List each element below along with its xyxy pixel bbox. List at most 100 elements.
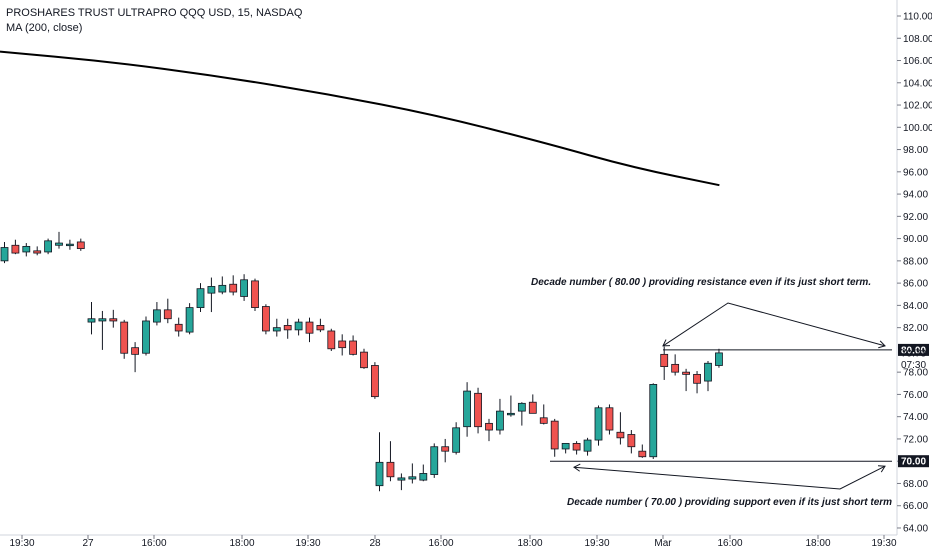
candle[interactable] xyxy=(638,444,647,458)
candle[interactable] xyxy=(452,422,461,455)
candle[interactable] xyxy=(539,404,548,425)
candle[interactable] xyxy=(163,298,172,324)
indicator-title: MA (200, close) xyxy=(6,22,83,34)
price-tick-label: 78.00 xyxy=(903,368,928,379)
candle[interactable] xyxy=(517,402,526,426)
candle[interactable] xyxy=(66,239,74,250)
candle[interactable] xyxy=(22,243,31,257)
candle-body-up xyxy=(294,321,303,331)
candle[interactable] xyxy=(375,432,384,492)
price-tick-label: 72.00 xyxy=(903,434,928,445)
resistance-annotation[interactable]: Decade number ( 80.00 ) providing resist… xyxy=(531,277,871,288)
candle[interactable] xyxy=(338,334,347,356)
candle-body-down xyxy=(120,321,129,354)
price-tick-label: 92.00 xyxy=(903,212,928,223)
candle[interactable] xyxy=(87,302,96,335)
candle[interactable] xyxy=(0,241,9,264)
arrow-head xyxy=(878,340,886,349)
candle[interactable] xyxy=(272,318,281,337)
time-axis[interactable]: 19:30 27 16:00 18:00 19:30 28 16:00 18:00 19:30 M… xyxy=(0,534,897,549)
upper-level-tag-label: 80.00 xyxy=(901,345,926,356)
candle[interactable] xyxy=(649,383,658,459)
annotation-arrows[interactable] xyxy=(573,302,886,490)
candle[interactable] xyxy=(327,328,336,352)
support-annotation[interactable]: Decade number ( 70.00 ) providing suppor… xyxy=(567,497,892,508)
price-tick-label: 74.00 xyxy=(903,412,928,423)
candle[interactable] xyxy=(44,238,52,255)
candle-body-down xyxy=(360,351,368,369)
candle[interactable] xyxy=(207,277,216,313)
candle[interactable] xyxy=(605,404,614,435)
candle[interactable] xyxy=(660,346,669,380)
candle[interactable] xyxy=(627,430,636,454)
candle[interactable] xyxy=(33,246,42,256)
candle[interactable] xyxy=(349,335,358,356)
candle[interactable] xyxy=(682,368,690,392)
candle[interactable] xyxy=(408,463,417,484)
candle[interactable] xyxy=(185,303,194,335)
candle[interactable] xyxy=(294,318,303,336)
ma-200-line xyxy=(0,50,720,187)
candle[interactable] xyxy=(251,278,259,311)
candle[interactable] xyxy=(174,317,183,337)
price-axis[interactable]: 64.00 66.00 68.00 70.00 72.00 74.00 76.00 78.00… xyxy=(896,0,932,535)
candle-body-up xyxy=(22,245,31,253)
candle[interactable] xyxy=(142,316,150,356)
candle-body-down xyxy=(283,325,292,331)
candle[interactable] xyxy=(11,239,20,255)
candle[interactable] xyxy=(305,317,314,343)
candle[interactable] xyxy=(485,418,493,442)
candle[interactable] xyxy=(463,382,472,437)
candle[interactable] xyxy=(152,302,161,326)
candle[interactable] xyxy=(360,348,368,369)
candle[interactable] xyxy=(419,464,428,482)
candle[interactable] xyxy=(550,418,559,457)
candle-body-down xyxy=(693,373,701,384)
candle[interactable] xyxy=(196,283,205,313)
candle-body-down xyxy=(338,340,347,349)
candle[interactable] xyxy=(441,438,450,463)
candle-body-up xyxy=(98,318,107,322)
candle[interactable] xyxy=(386,441,395,482)
candle-body-down xyxy=(76,241,85,250)
candle[interactable] xyxy=(616,412,625,445)
candle-body-down xyxy=(528,401,537,414)
candle[interactable] xyxy=(671,354,680,376)
candle[interactable] xyxy=(561,442,570,454)
candle-body-down xyxy=(33,250,42,254)
candle[interactable] xyxy=(316,318,325,333)
candle[interactable] xyxy=(98,310,107,350)
candle[interactable] xyxy=(397,473,406,491)
candle[interactable] xyxy=(496,398,504,435)
candle[interactable] xyxy=(229,275,238,296)
candle[interactable] xyxy=(474,387,482,434)
candle[interactable] xyxy=(430,443,439,478)
candle-body-down xyxy=(305,321,314,334)
candle[interactable] xyxy=(693,371,701,394)
arrow-head xyxy=(662,339,671,347)
candle[interactable] xyxy=(704,361,712,392)
candle[interactable] xyxy=(240,274,249,301)
candle[interactable] xyxy=(109,309,118,328)
candle[interactable] xyxy=(572,441,581,455)
candle[interactable] xyxy=(218,276,227,295)
candle[interactable] xyxy=(261,304,270,335)
lower-level-tag-label: 70.00 xyxy=(901,457,926,468)
candle-body-down xyxy=(682,371,690,375)
candle[interactable] xyxy=(528,394,537,414)
candle[interactable] xyxy=(583,437,592,456)
candle[interactable] xyxy=(715,348,723,368)
candle-body-up xyxy=(594,407,603,441)
candle[interactable] xyxy=(506,395,515,417)
candle[interactable] xyxy=(283,318,292,339)
time-tick-label: 28 xyxy=(369,538,381,549)
candle[interactable] xyxy=(120,319,129,359)
time-tick-label: 16:00 xyxy=(141,538,166,549)
candle[interactable] xyxy=(76,238,85,251)
candle[interactable] xyxy=(131,342,140,373)
candle[interactable] xyxy=(370,362,379,399)
candle[interactable] xyxy=(55,231,63,249)
candle[interactable] xyxy=(594,405,603,446)
candle-body-up xyxy=(142,320,150,354)
